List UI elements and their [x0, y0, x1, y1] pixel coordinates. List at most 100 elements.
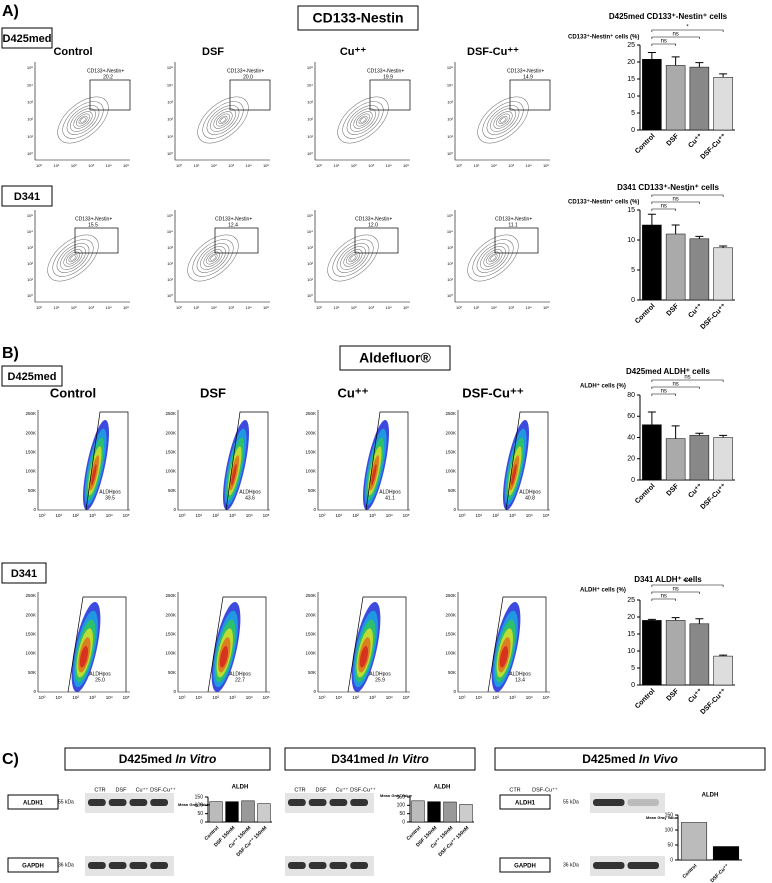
bar	[209, 801, 223, 823]
column-title: DSF-Cu⁺⁺	[467, 46, 519, 58]
bar	[713, 655, 733, 686]
error-bar	[647, 411, 656, 425]
contour	[490, 108, 516, 132]
contour	[340, 246, 366, 270]
gate-value: 12.4	[228, 222, 238, 228]
axis-tick-label: 10³	[447, 99, 453, 104]
x-tick-label: DSF	[665, 132, 680, 147]
axis-tick-label: 10¹	[307, 134, 313, 139]
lane-label: DSF	[316, 787, 328, 793]
axis-tick-label: 10⁵	[167, 65, 173, 70]
label-box	[339, 345, 451, 371]
band	[329, 862, 348, 869]
axis-tick-label: 10⁰	[459, 695, 466, 700]
gate-value: 43.6	[245, 495, 255, 501]
y-tick-label: 100	[665, 827, 674, 833]
contour	[477, 96, 529, 144]
axis-tick-label: 10¹	[194, 305, 200, 310]
contour	[203, 249, 223, 267]
significance-bracket	[651, 386, 700, 389]
x-tick-label: DSF	[665, 302, 680, 317]
bar	[665, 438, 686, 481]
gate-value: 19.9	[383, 74, 393, 80]
axis-tick-label: 10⁰	[447, 151, 453, 156]
significance-bracket	[651, 393, 676, 396]
label-box	[499, 857, 551, 873]
axis-tick-label: 250K	[25, 411, 36, 416]
axis-tick-label: 10²	[72, 513, 79, 518]
axis-tick-label: 10⁴	[386, 163, 392, 168]
contour	[70, 108, 96, 132]
axis-tick-label: 250K	[25, 593, 36, 598]
error-bar	[647, 51, 656, 60]
axis-tick-label: 10⁵	[263, 305, 269, 310]
axis-tick-label: 100K	[165, 651, 176, 656]
axis-tick-label: 10⁴	[27, 229, 33, 234]
panel-label: D425med	[8, 371, 57, 383]
axis-tick-label: 10¹	[447, 134, 453, 139]
contour	[73, 111, 93, 129]
bar	[642, 620, 662, 686]
panel-title: D425med In Vivo	[582, 752, 678, 766]
axis-tick-label: 10¹	[27, 277, 33, 282]
axis-tick-label: 10⁰	[27, 151, 33, 156]
band	[88, 799, 106, 806]
axis-tick-label: 10⁴	[447, 82, 453, 87]
axis-tick-label: 10¹	[167, 277, 173, 282]
y-tick-label: 10	[627, 648, 635, 655]
axis-tick-label: 10³	[88, 305, 94, 310]
axis-tick-label: 10³	[88, 163, 94, 168]
y-tick-label: 40	[627, 434, 635, 441]
gate	[509, 79, 551, 111]
axis-tick-label: 10⁵	[403, 163, 409, 168]
band	[308, 799, 327, 806]
y-tick-label: 80	[627, 392, 635, 399]
axis-tick-label: 10²	[447, 117, 453, 122]
lane-label: DSF	[116, 787, 128, 793]
gate-name: ALDHpos	[509, 671, 531, 677]
axis-tick-label: 10¹	[447, 277, 453, 282]
axis-tick-label: 10¹	[54, 163, 60, 168]
lane-label: CTR	[509, 787, 520, 793]
axis-tick-label: 100K	[25, 469, 36, 474]
axis-tick-label: 10⁵	[27, 65, 33, 70]
axis-tick-label: 10¹	[336, 513, 343, 518]
lane-label: Cu⁺⁺	[136, 786, 149, 793]
y-tick-label: 5	[631, 267, 635, 274]
panel-title-main: D341med	[331, 752, 388, 766]
axis-tick-label: 10¹	[336, 695, 343, 700]
axis-tick-label: 10⁵	[263, 513, 270, 518]
axis-tick-label: 10³	[509, 695, 516, 700]
column-title: Control	[53, 46, 92, 58]
label-box	[7, 857, 59, 873]
lane-label: Cu⁺⁺	[336, 786, 349, 793]
gate-name: CD133+-Nestin+	[87, 68, 124, 74]
axis-tick-label: 10⁴	[27, 82, 33, 87]
axis-tick-label: 10⁵	[403, 305, 409, 310]
panel-label: GAPDH	[22, 864, 44, 870]
y-tick-label: 0	[631, 127, 635, 134]
contour	[62, 101, 104, 139]
axis-tick-label: 150K	[305, 449, 316, 454]
gate	[505, 411, 549, 511]
bar	[642, 224, 662, 301]
contour	[57, 96, 109, 144]
x-tick-label: Control	[682, 863, 699, 880]
bar	[680, 822, 708, 861]
chart-title: ALDH	[434, 785, 451, 791]
gate-name: ALDHpos	[99, 489, 121, 495]
axis-tick-label: 10⁴	[386, 305, 392, 310]
chart-title: D341 CD133⁺-Nestin⁺ cells	[617, 183, 719, 192]
contour	[206, 251, 220, 265]
plot-axes	[454, 210, 550, 303]
axis-tick-label: 250K	[445, 411, 456, 416]
panel-label: D425med	[3, 33, 52, 45]
error-bar	[671, 56, 680, 66]
gate-name: CD133+-Nestin+	[75, 216, 112, 222]
axis-tick-label: 0	[173, 689, 176, 694]
axis-tick-label: 10⁴	[167, 229, 173, 234]
contour	[346, 105, 380, 135]
contour	[76, 113, 90, 127]
axis-tick-label: 10⁵	[123, 513, 130, 518]
error-bar	[695, 618, 704, 624]
